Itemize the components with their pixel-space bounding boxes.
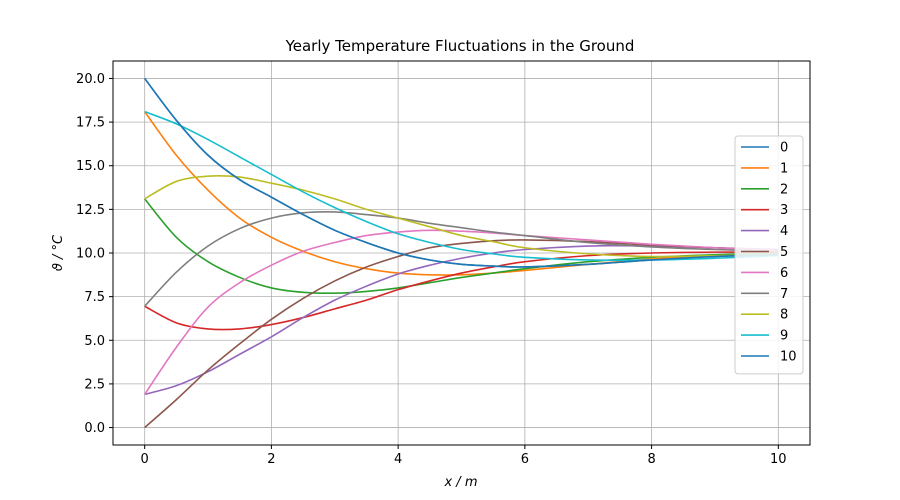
legend-label-3: 3 [780, 203, 788, 218]
series-line-8 [144, 175, 779, 258]
x-tick-label: 2 [267, 452, 275, 467]
series-line-4 [144, 244, 779, 396]
x-axis-label: x / m [443, 475, 477, 490]
grid-lines [113, 61, 810, 445]
legend-label-7: 7 [780, 287, 788, 302]
legend-label-2: 2 [780, 182, 788, 197]
y-tick-label: 12.5 [76, 203, 105, 218]
series-line-10 [144, 77, 779, 268]
y-tick-label: 0.0 [84, 421, 105, 436]
x-axis-ticks: 0 2 4 6 8 10 [141, 445, 787, 467]
legend: 0 1 2 3 4 5 6 7 8 9 10 [734, 135, 804, 375]
legend-label-8: 8 [780, 308, 788, 323]
chart-title: Yearly Temperature Fluctuations in the G… [285, 37, 635, 55]
y-tick-label: 17.5 [76, 116, 105, 131]
series-line-5 [144, 239, 779, 429]
y-tick-label: 20.0 [76, 72, 105, 87]
x-tick-label: 0 [141, 452, 149, 467]
plot-area [144, 77, 779, 429]
legend-label-9: 9 [780, 329, 788, 344]
x-tick-label: 6 [521, 452, 529, 467]
series-line-6 [144, 229, 779, 395]
legend-label-4: 4 [780, 224, 788, 239]
series-line-1 [144, 111, 779, 276]
series-line-9 [144, 110, 779, 262]
y-tick-label: 15.0 [76, 159, 105, 174]
legend-box [734, 135, 804, 375]
x-tick-label: 4 [394, 452, 402, 467]
series-line-0 [144, 77, 779, 268]
y-tick-label: 10.0 [76, 247, 105, 262]
legend-label-6: 6 [780, 266, 788, 281]
legend-label-1: 1 [780, 161, 788, 176]
y-tick-label: 5.0 [84, 334, 105, 349]
y-tick-label: 2.5 [84, 377, 105, 392]
y-axis-label: ϑ / °C [51, 234, 66, 271]
x-tick-label: 8 [647, 452, 655, 467]
y-axis-ticks: 0.0 2.5 5.0 7.5 10.0 12.5 15.0 17.5 20.0 [76, 72, 113, 436]
legend-label-5: 5 [780, 245, 788, 260]
legend-label-0: 0 [780, 141, 788, 156]
x-tick-label: 10 [770, 452, 787, 467]
legend-label-10: 10 [780, 350, 797, 365]
y-tick-label: 7.5 [84, 290, 105, 305]
